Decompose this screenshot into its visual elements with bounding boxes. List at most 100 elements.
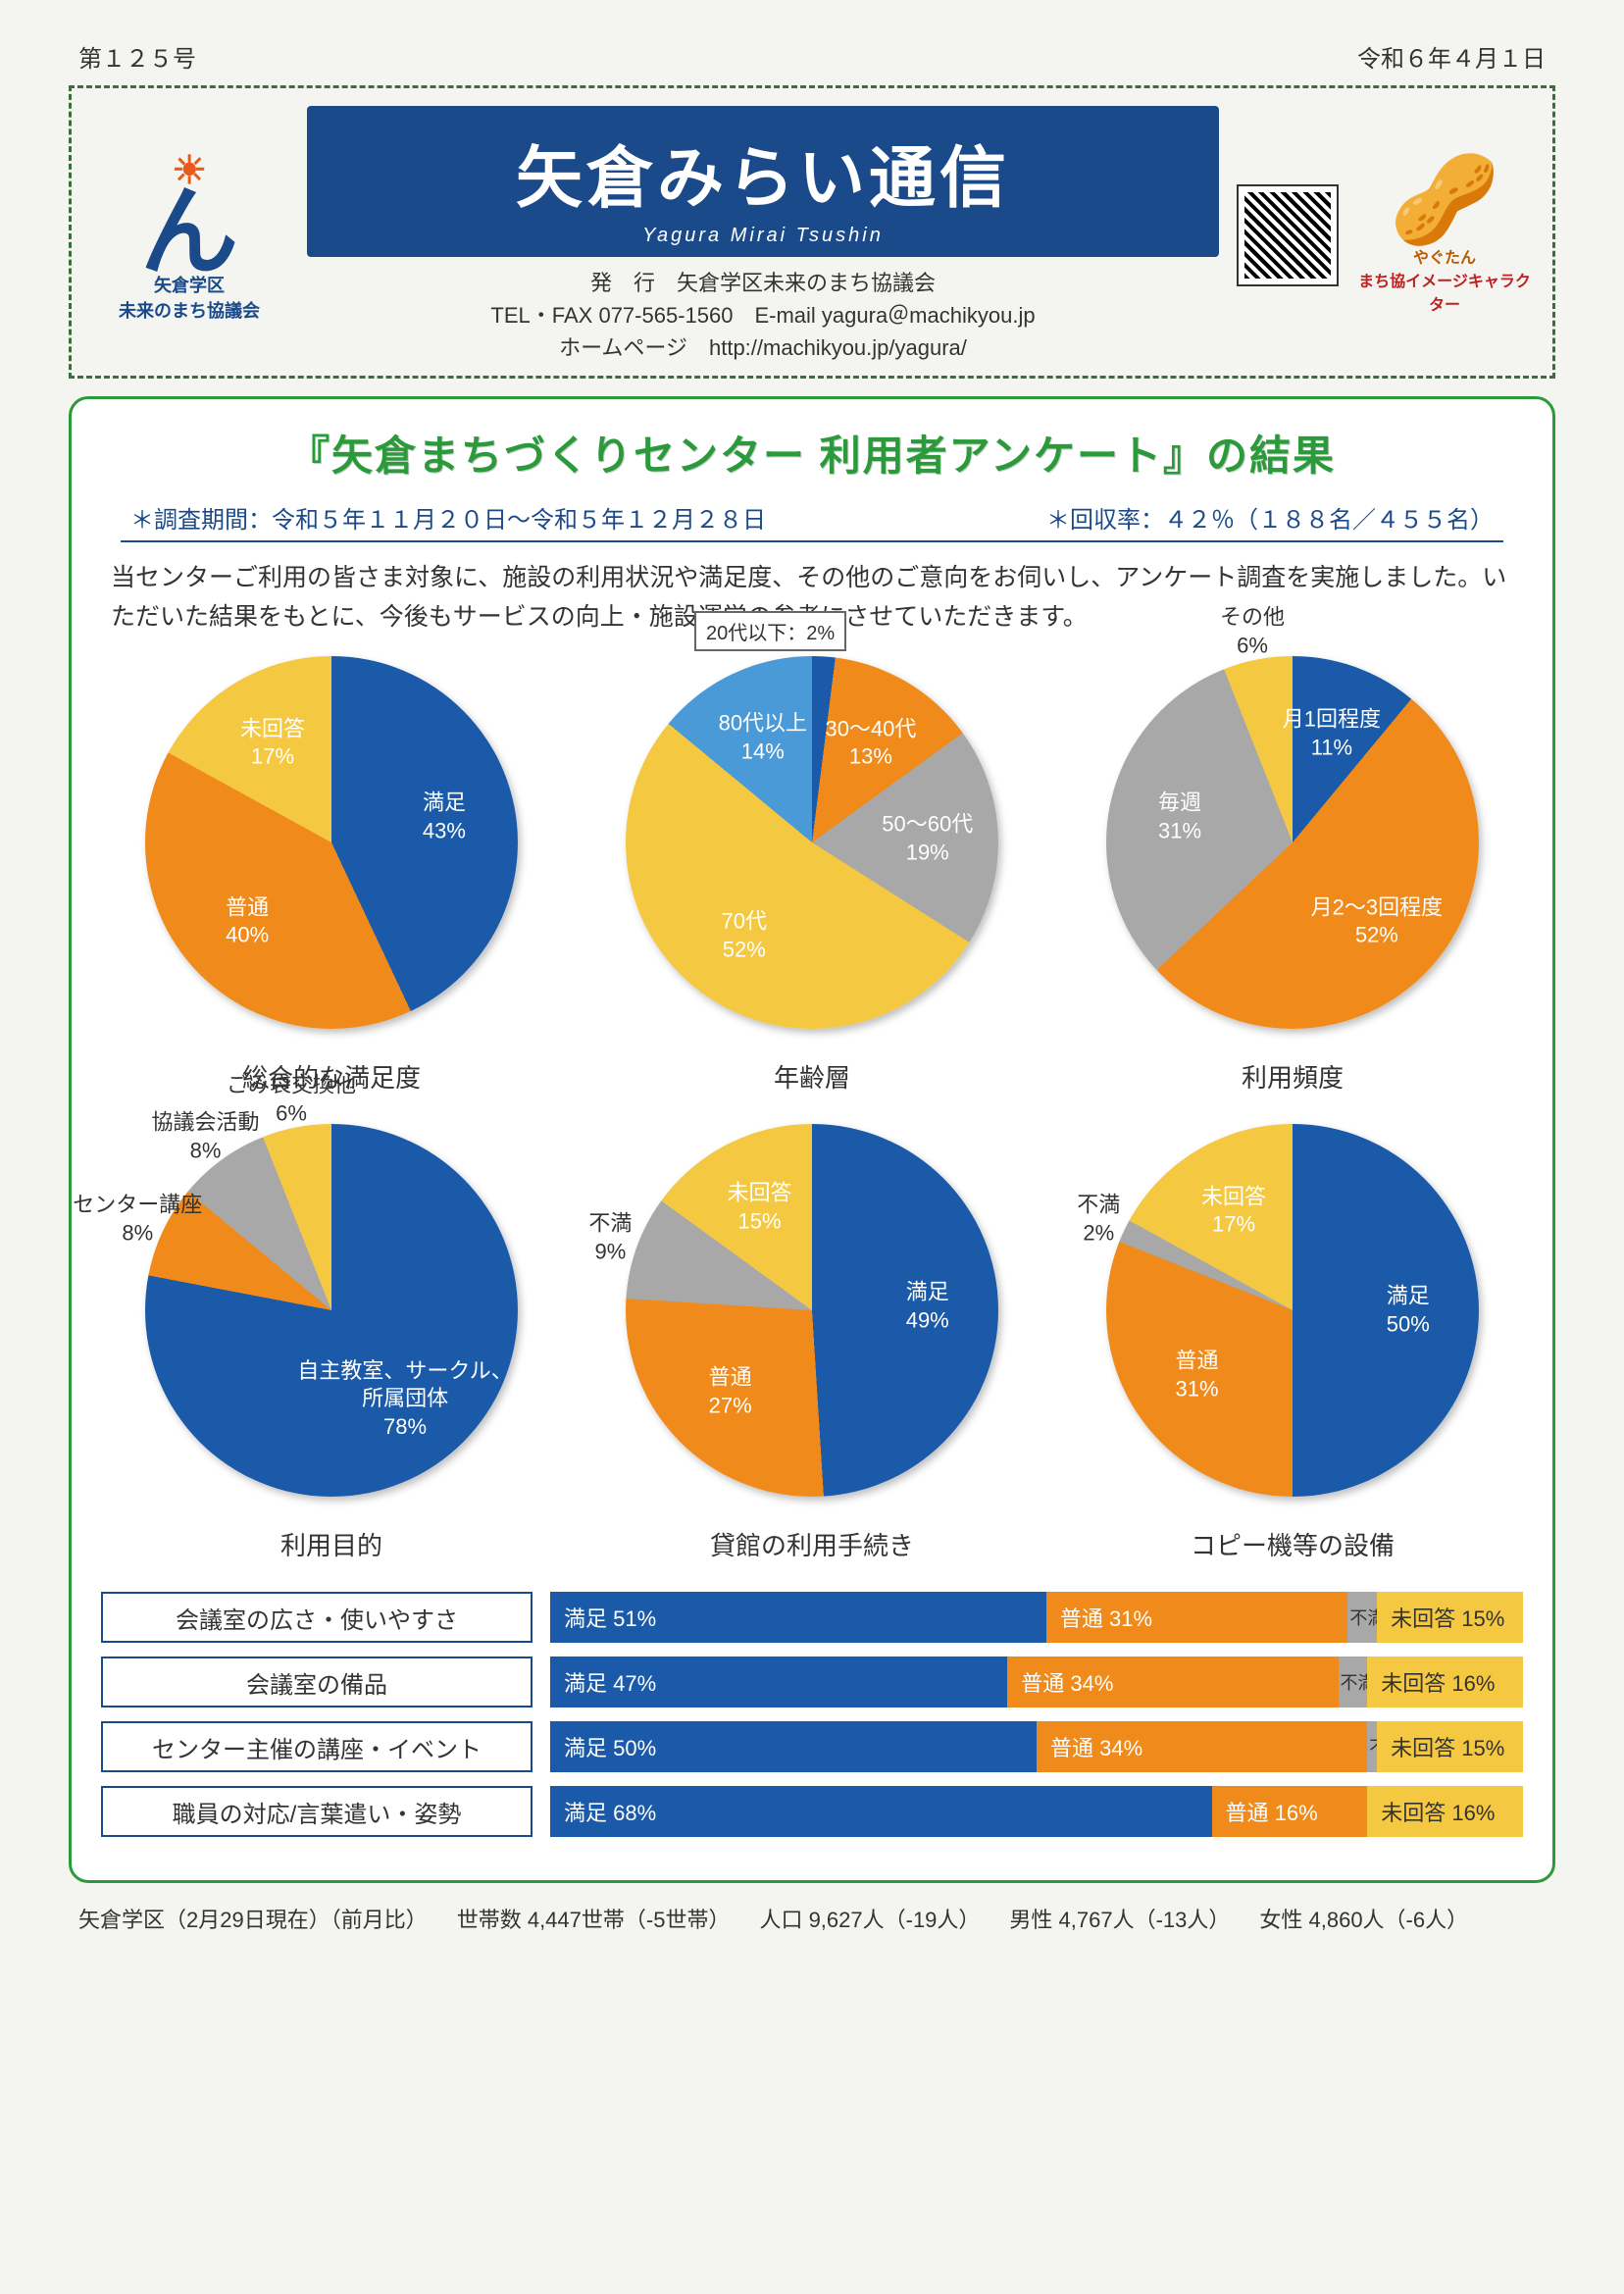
contact: TEL・FAX 077-565-1560 E-mail yagura＠machi… (307, 299, 1219, 331)
hbar-row: 会議室の備品満足 47%普通 34%不満 3%未回答 16% (101, 1657, 1523, 1708)
pie-caption: 利用目的 (101, 1526, 562, 1562)
pie-callout: 20代以下：2% (694, 611, 846, 651)
issue-number: 第１２５号 (78, 39, 196, 74)
hbar-segment: 未回答 16% (1367, 1657, 1523, 1708)
pie-slice-label: 不満2% (1077, 1191, 1120, 1247)
footer-households: 世帯数 4,447世帯（-5世帯） (457, 1903, 731, 1934)
pie-caption: 年齢層 (582, 1058, 1042, 1095)
hbar-row-label: 会議室の広さ・使いやすさ (101, 1592, 533, 1643)
hbar-row-label: センター主催の講座・イベント (101, 1721, 533, 1772)
pie-slice-label: その他6% (1220, 604, 1285, 660)
pie-slice-label: 満足43% (423, 790, 466, 845)
pie-wrap: 満足43% 普通40% 未回答17% (145, 656, 518, 1029)
top-meta-row: 第１２５号 令和６年４月１日 (69, 39, 1555, 74)
hbar-segment: 普通 34% (1037, 1721, 1367, 1772)
pie-slice-label: 満足50% (1387, 1282, 1430, 1338)
header-box: ☀ ん 矢倉学区 未来のまち協議会 矢倉みらい通信 Yagura Mirai T… (69, 85, 1555, 379)
footer-population: 人口 9,627人（-19人） (759, 1903, 980, 1934)
hbar-segment: 満足 47% (550, 1657, 1007, 1708)
pie-chart: 満足50% 普通31% 不満2% 未回答17% コピー機等の設備 (1062, 1124, 1523, 1562)
publisher: 発 行 矢倉学区未来のまち協議会 (307, 267, 1219, 299)
pie-caption: 貸館の利用手続き (582, 1526, 1042, 1562)
mascot: 🥜 やぐたん まち協イメージキャラクター (1356, 156, 1533, 315)
pie-slice-label: 未回答17% (240, 715, 305, 771)
title-banner: 矢倉みらい通信 Yagura Mirai Tsushin (307, 106, 1219, 257)
footer-stats: 矢倉学区（2月29日現在）（前月比） 世帯数 4,447世帯（-5世帯） 人口 … (69, 1903, 1555, 1934)
pie-slice-label: 普通40% (226, 893, 269, 949)
footer-male: 男性 4,767人（-13人） (1009, 1903, 1230, 1934)
pie-wrap: 満足49%普通27%不満9%未回答15% (626, 1124, 998, 1497)
horizontal-bar-table: 会議室の広さ・使いやすさ満足 51%普通 31%不満 3%未回答 15%会議室の… (101, 1592, 1523, 1837)
pie-slice-label: 月1回程度11% (1283, 706, 1381, 762)
pie-slice-label: 自主教室、サークル、所属団体78% (297, 1357, 512, 1442)
title-jp: 矢倉みらい通信 (317, 124, 1209, 221)
hbar-track: 満足 51%普通 31%不満 3%未回答 15% (550, 1592, 1523, 1643)
panel-title: 『矢倉まちづくりセンター 利用者アンケート』の結果 (101, 423, 1523, 483)
qr-code-icon (1239, 186, 1337, 284)
hbar-segment: 未回答 16% (1367, 1786, 1523, 1837)
pie-slice-label: 普通27% (709, 1364, 752, 1420)
pie-slice-label: 70代52% (722, 908, 767, 964)
pie-chart: 満足49% 普通27% 不満9% 未回答15% 貸館の利用手続き (582, 1124, 1042, 1562)
pie-chart: 30～40代13%50～60代19%70代52%80代以上14%20代以下：2%… (582, 656, 1042, 1095)
hbar-segment: 満足 68% (550, 1786, 1212, 1837)
pie-wrap: 自主教室、サークル、所属団体78%センター講座8%協議会活動8%ごみ袋交換他6% (145, 1124, 518, 1497)
hbar-row: センター主催の講座・イベント満足 50%普通 34%不満 1%未回答 15% (101, 1721, 1523, 1772)
logo-line2: 未来のまち協議会 (91, 297, 287, 323)
pie-slice-label: 80代以上14% (719, 710, 807, 766)
hbar-row: 職員の対応/言葉遣い・姿勢満足 68%普通 16%未回答 16% (101, 1786, 1523, 1837)
hbar-row-label: 職員の対応/言葉遣い・姿勢 (101, 1786, 533, 1837)
mascot-sub: まち協イメージキャラクター (1356, 268, 1533, 315)
swirl-icon: ん (91, 193, 287, 272)
title-en: Yagura Mirai Tsushin (317, 225, 1209, 247)
publisher-lines: 発 行 矢倉学区未来のまち協議会 TEL・FAX 077-565-1560 E-… (307, 267, 1219, 364)
hbar-track: 満足 50%普通 34%不満 1%未回答 15% (550, 1721, 1523, 1772)
response-rate: ＊回収率：４２％（１８８名／４５５名） (1046, 500, 1494, 535)
hbar-segment: 普通 16% (1212, 1786, 1368, 1837)
footer-area: 矢倉学区（2月29日現在）（前月比） (78, 1903, 428, 1934)
hbar-segment: 普通 34% (1007, 1657, 1338, 1708)
hbar-track: 満足 68%普通 16%未回答 16% (550, 1786, 1523, 1837)
hbar-row-label: 会議室の備品 (101, 1657, 533, 1708)
issue-date: 令和６年４月１日 (1357, 39, 1546, 74)
main-panel: 『矢倉まちづくりセンター 利用者アンケート』の結果 ＊調査期間：令和５年１１月２… (69, 396, 1555, 1883)
logo-left: ☀ ん 矢倉学区 未来のまち協議会 (91, 148, 287, 323)
hbar-segment: 未回答 15% (1377, 1721, 1523, 1772)
logo-line1: 矢倉学区 (91, 272, 287, 297)
hbar-segment: 不満 3% (1347, 1592, 1377, 1643)
pie-wrap: 30～40代13%50～60代19%70代52%80代以上14%20代以下：2% (626, 656, 998, 1029)
pie-slice-label: 不満9% (588, 1209, 632, 1265)
pie-slice-label: 満足49% (906, 1279, 949, 1335)
pie-slice-label: 30～40代13% (825, 715, 916, 771)
title-column: 矢倉みらい通信 Yagura Mirai Tsushin 発 行 矢倉学区未来の… (307, 106, 1219, 364)
pie-slice-label: 50～60代19% (882, 811, 973, 867)
hbar-segment: 普通 31% (1046, 1592, 1348, 1643)
pie-slice-label: センター講座8% (73, 1191, 202, 1247)
hbar-segment: 満足 51% (550, 1592, 1046, 1643)
pie-slice-label: 毎週31% (1158, 790, 1201, 845)
pie-caption: コピー機等の設備 (1062, 1526, 1523, 1562)
pie-chart: 月1回程度11%月2～3回程度52%毎週31%その他6%利用頻度 (1062, 656, 1523, 1095)
hbar-row: 会議室の広さ・使いやすさ満足 51%普通 31%不満 3%未回答 15% (101, 1592, 1523, 1643)
pie-chart: 自主教室、サークル、所属団体78%センター講座8%協議会活動8%ごみ袋交換他6%… (101, 1124, 562, 1562)
survey-meta: ＊調査期間：令和５年１１月２０日～令和５年１２月２８日 ＊回収率：４２％（１８８… (121, 496, 1503, 542)
pie-slice-label: 月2～3回程度52% (1311, 893, 1443, 949)
hbar-segment: 未回答 15% (1377, 1592, 1523, 1643)
survey-period: ＊調査期間：令和５年１１月２０日～令和５年１２月２８日 (130, 500, 766, 535)
pie-wrap: 月1回程度11%月2～3回程度52%毎週31%その他6% (1106, 656, 1479, 1029)
pie-slice-label: 未回答15% (728, 1179, 792, 1235)
mascot-name: やぐたん (1356, 244, 1533, 268)
pie-wrap: 満足50%普通31%不満2%未回答17% (1106, 1124, 1479, 1497)
pie-chart-grid: 満足43%普通40%未回答17%総合的な満足度30～40代13%50～60代19… (101, 656, 1523, 1562)
hbar-segment: 満足 50% (550, 1721, 1037, 1772)
hbar-track: 満足 47%普通 34%不満 3%未回答 16% (550, 1657, 1523, 1708)
hbar-segment: 不満 3% (1339, 1657, 1368, 1708)
hbar-segment: 不満 1% (1367, 1721, 1377, 1772)
pie-slice-label: 普通31% (1176, 1348, 1219, 1403)
pie-chart: 満足43%普通40%未回答17%総合的な満足度 (101, 656, 562, 1095)
pie-caption: 利用頻度 (1062, 1058, 1523, 1095)
homepage: ホームページ http://machikyou.jp/yagura/ (307, 331, 1219, 364)
pie-slice-label: 未回答17% (1201, 1183, 1266, 1239)
footer-female: 女性 4,860人（-6人） (1259, 1903, 1468, 1934)
mascot-icon: 🥜 (1356, 156, 1533, 244)
